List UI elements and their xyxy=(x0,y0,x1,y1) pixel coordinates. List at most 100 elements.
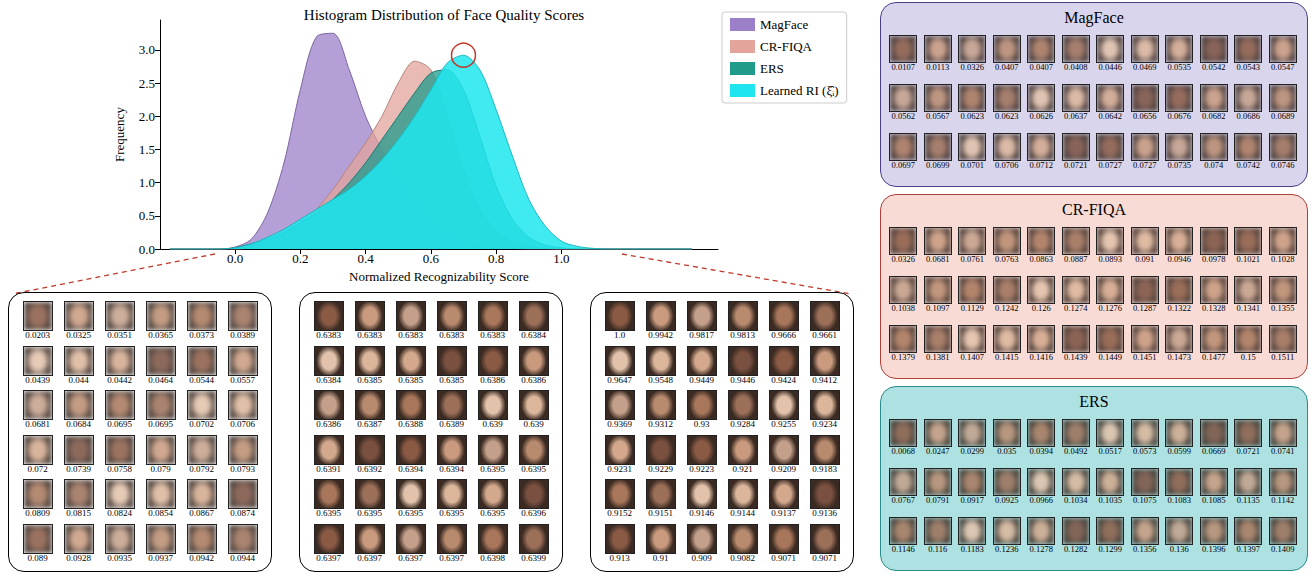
html-text:0.9446: 0.9446 xyxy=(730,374,755,385)
html-text:0.0373: 0.0373 xyxy=(189,330,214,340)
svg-text:3.0: 3.0 xyxy=(139,42,155,57)
html-text:0.6383: 0.6383 xyxy=(398,330,423,340)
svg-text:0.6: 0.6 xyxy=(423,251,440,266)
svg-text:0.4: 0.4 xyxy=(357,251,374,266)
html-text:0.6386: 0.6386 xyxy=(480,374,505,385)
html-text:0.0937: 0.0937 xyxy=(148,552,173,563)
html-text:0.6397: 0.6397 xyxy=(439,552,464,563)
html-text:0.0874: 0.0874 xyxy=(230,508,255,518)
html-text:0.0942: 0.0942 xyxy=(189,552,214,563)
html-text:0.6385: 0.6385 xyxy=(357,374,382,385)
html-text:0.6397: 0.6397 xyxy=(398,552,423,563)
html-text:0.6399: 0.6399 xyxy=(521,552,546,563)
html-text:0.0944: 0.0944 xyxy=(230,552,255,563)
svg-text:0.5: 0.5 xyxy=(139,208,155,223)
html-text:0.6385: 0.6385 xyxy=(398,374,423,385)
html-text:0.909: 0.909 xyxy=(691,552,712,563)
html-text:0.0928: 0.0928 xyxy=(66,552,91,563)
html-text:0.9183: 0.9183 xyxy=(812,463,837,474)
html-text:0.0793: 0.0793 xyxy=(230,463,255,474)
svg-text:1.5: 1.5 xyxy=(139,142,155,157)
html-text:ERS: ERS xyxy=(1079,393,1109,410)
html-text:0.0739: 0.0739 xyxy=(66,463,91,474)
html-text:0.6394: 0.6394 xyxy=(398,463,423,474)
html-text:0.6397: 0.6397 xyxy=(316,552,341,563)
html-text:0.6386: 0.6386 xyxy=(521,374,546,385)
html-text:0.0706: 0.0706 xyxy=(230,419,255,429)
html-text:0.0684: 0.0684 xyxy=(66,419,91,429)
html-text:0.044: 0.044 xyxy=(68,374,89,385)
html-text:0.079: 0.079 xyxy=(150,463,171,474)
svg-text:0.8: 0.8 xyxy=(488,251,504,266)
html-text:0.0702: 0.0702 xyxy=(189,419,214,429)
html-text:0.0203: 0.0203 xyxy=(25,330,50,340)
html-text:0.9223: 0.9223 xyxy=(689,463,714,474)
html-text:0.0544: 0.0544 xyxy=(189,374,214,385)
html-text:0.0325: 0.0325 xyxy=(66,330,91,340)
html-text:0.0758: 0.0758 xyxy=(107,463,132,474)
html-text:0.0439: 0.0439 xyxy=(25,374,50,385)
svg-text:0.0: 0.0 xyxy=(139,242,155,257)
html-text:0.0867: 0.0867 xyxy=(189,508,214,518)
html-text:0.089: 0.089 xyxy=(27,552,48,563)
html-text:0.6383: 0.6383 xyxy=(480,330,505,340)
html-text:0.0792: 0.0792 xyxy=(189,463,214,474)
html-text:0.0824: 0.0824 xyxy=(107,508,132,518)
svg-text:2.0: 2.0 xyxy=(139,109,155,124)
html-text:0.6385: 0.6385 xyxy=(439,374,464,385)
svg-text:Frequency: Frequency xyxy=(112,107,127,162)
html-text:0.0389: 0.0389 xyxy=(230,330,255,340)
html-text:0.0365: 0.0365 xyxy=(148,330,173,340)
html-text:0.91: 0.91 xyxy=(652,552,669,563)
html-text:0.9209: 0.9209 xyxy=(771,463,796,474)
html-text:0.0351: 0.0351 xyxy=(107,330,132,340)
html-text:0.0442: 0.0442 xyxy=(107,374,132,385)
html-text:0.9071: 0.9071 xyxy=(812,552,837,563)
svg-text:0.0: 0.0 xyxy=(227,251,243,266)
html-text:0.072: 0.072 xyxy=(27,463,48,474)
html-text:0.9412: 0.9412 xyxy=(812,374,837,385)
html-text:0.6391: 0.6391 xyxy=(316,463,341,474)
html-text:0.0681: 0.0681 xyxy=(25,419,50,429)
html-text:0.6383: 0.6383 xyxy=(357,330,382,340)
html-text:0.913: 0.913 xyxy=(609,552,630,563)
html-text:0.6395: 0.6395 xyxy=(521,463,546,474)
html-text:0.9082: 0.9082 xyxy=(730,552,755,563)
html-text:0.9449: 0.9449 xyxy=(689,374,714,385)
html-text:0.6392: 0.6392 xyxy=(357,463,382,474)
html-text:0.6394: 0.6394 xyxy=(439,463,464,474)
svg-text:Learned RI (ξ̂ᵢ): Learned RI (ξ̂ᵢ) xyxy=(760,83,839,98)
html-text:0.9647: 0.9647 xyxy=(607,374,632,385)
html-text:0.0809: 0.0809 xyxy=(25,508,50,518)
svg-text:MagFace: MagFace xyxy=(760,17,809,32)
svg-text:1.0: 1.0 xyxy=(553,251,569,266)
html-text:0.6398: 0.6398 xyxy=(480,552,505,563)
html-text:0.9229: 0.9229 xyxy=(648,463,673,474)
svg-text:0.2: 0.2 xyxy=(292,251,308,266)
svg-text:Normalized Recognizability Sco: Normalized Recognizability Score xyxy=(349,269,529,284)
svg-text:CR-FIQA: CR-FIQA xyxy=(760,39,813,54)
html-text:0.921: 0.921 xyxy=(732,463,753,474)
svg-text:ERS: ERS xyxy=(760,61,784,76)
html-text:0.6384: 0.6384 xyxy=(316,374,341,385)
html-text:MagFace: MagFace xyxy=(1064,9,1124,26)
html-text:CR-FIQA: CR-FIQA xyxy=(1062,201,1126,218)
html-text:0.0854: 0.0854 xyxy=(148,508,173,518)
html-text:0.6395: 0.6395 xyxy=(480,463,505,474)
svg-text:Histogram Distribution of Face: Histogram Distribution of Face Quality S… xyxy=(304,7,585,23)
html-text:0.0935: 0.0935 xyxy=(107,552,132,563)
html-text:0.0695: 0.0695 xyxy=(148,419,173,429)
svg-text:2.5: 2.5 xyxy=(139,76,155,91)
html-text:0.9548: 0.9548 xyxy=(648,374,673,385)
html-text:0.0815: 0.0815 xyxy=(66,508,91,518)
html-text:0.6383: 0.6383 xyxy=(439,330,464,340)
html-text:0.6383: 0.6383 xyxy=(316,330,341,340)
html-text:0.9231: 0.9231 xyxy=(607,463,632,474)
html-text:0.0464: 0.0464 xyxy=(148,374,173,385)
html-text:0.6397: 0.6397 xyxy=(357,552,382,563)
html-text:0.9424: 0.9424 xyxy=(771,374,796,385)
html-text:0.0695: 0.0695 xyxy=(107,419,132,429)
html-text:0.9071: 0.9071 xyxy=(771,552,796,563)
html-text:0.0557: 0.0557 xyxy=(230,374,255,385)
svg-text:1.0: 1.0 xyxy=(139,175,155,190)
